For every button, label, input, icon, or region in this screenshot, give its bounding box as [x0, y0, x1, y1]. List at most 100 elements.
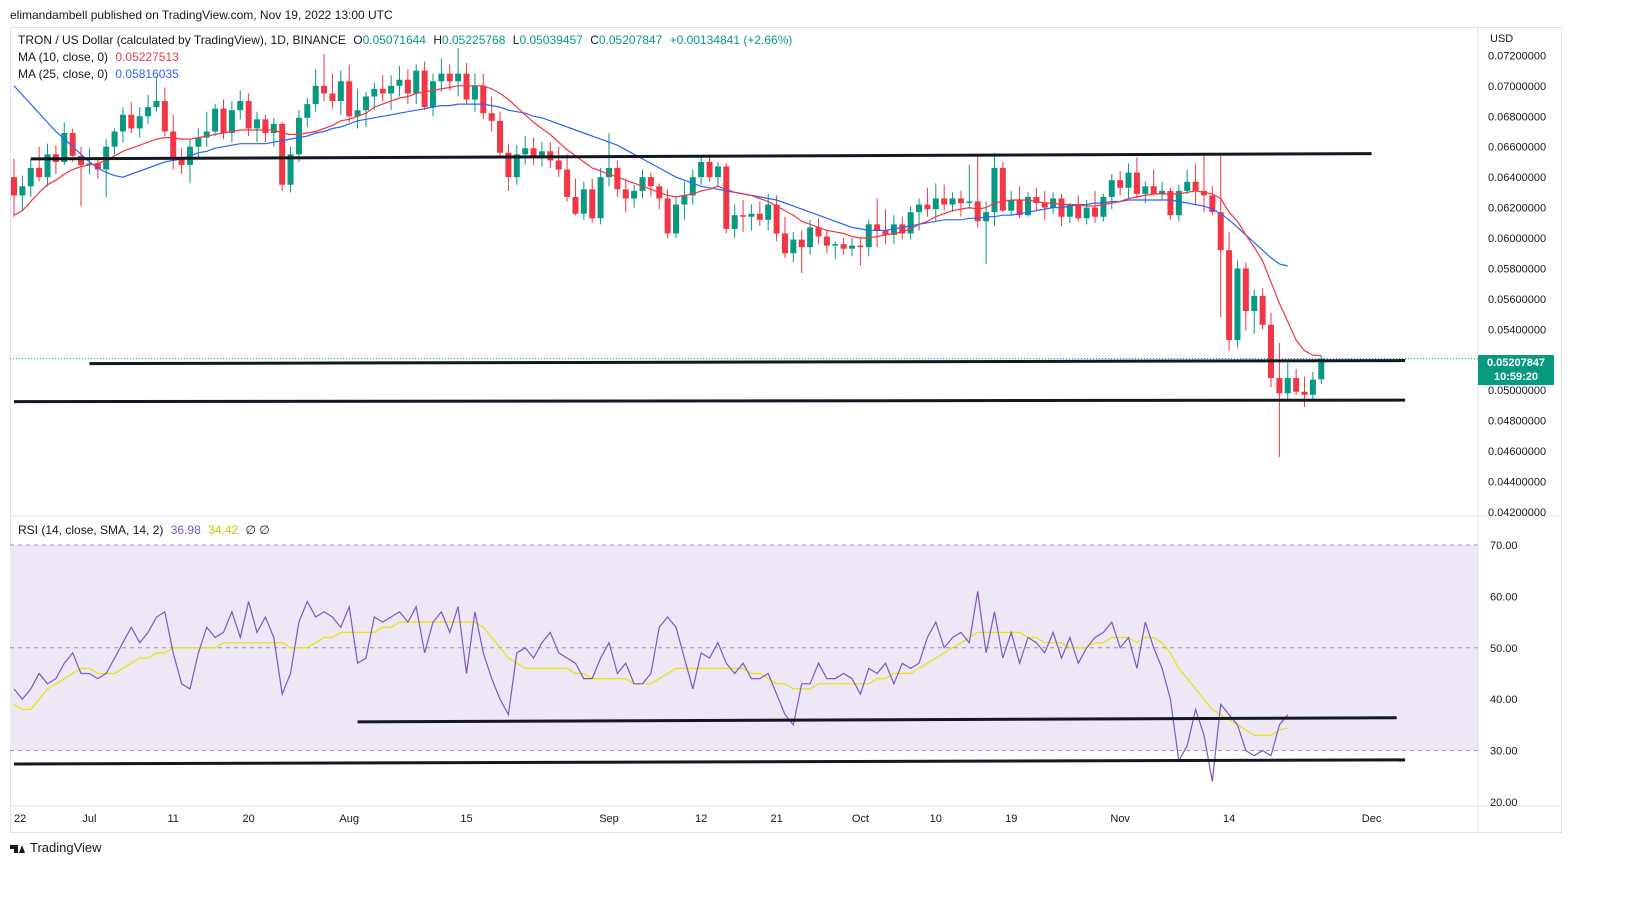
price-trendline: [13, 398, 1406, 404]
candle-body: [1234, 268, 1241, 341]
candle-body: [430, 81, 436, 108]
candle-body: [497, 120, 504, 153]
candle-body: [1293, 378, 1300, 392]
candle-body: [220, 108, 227, 134]
candle-body: [86, 163, 93, 165]
candle-body: [1041, 203, 1048, 208]
candle-body: [36, 168, 43, 178]
candle-body: [589, 189, 596, 219]
candle-body: [254, 119, 261, 129]
candle-body: [153, 101, 160, 108]
candle-body: [488, 113, 495, 121]
price-axis-tick-label: 0.04400000: [1488, 477, 1546, 489]
time-axis-tick-label: Aug: [339, 813, 359, 825]
candle-body: [999, 168, 1006, 211]
footer-brand[interactable]: TradingView: [10, 840, 102, 855]
candle-body: [329, 93, 336, 102]
candle-body: [899, 224, 906, 234]
candle-body: [1192, 181, 1199, 191]
candle-body: [471, 85, 478, 100]
candle-body: [572, 196, 579, 214]
candle-body: [1092, 207, 1099, 217]
rsi-pane: [13, 591, 1289, 782]
candle-body: [136, 116, 143, 129]
candle-body: [446, 73, 453, 82]
candle-body: [27, 168, 34, 187]
candle-body: [807, 227, 814, 248]
candle-body: [1175, 190, 1182, 216]
candle-body: [941, 198, 948, 205]
legend-symbol-row: TRON / US Dollar (calculated by TradingV…: [18, 33, 796, 47]
legend-rsi-sma-value: 34.42: [208, 523, 239, 537]
time-axis-tick-label: 20: [243, 813, 255, 825]
candle-body: [865, 224, 872, 248]
price-axis-tick-label: 0.04600000: [1488, 446, 1546, 458]
candle-body: [1318, 358, 1325, 380]
candle-body: [1142, 186, 1149, 194]
candle-body: [564, 169, 571, 197]
time-axis-tick-label: 11: [168, 813, 179, 825]
candle-body: [371, 88, 378, 97]
candle-body: [966, 201, 973, 204]
rsi-axis-tick-label: 70.00: [1490, 540, 1518, 552]
candle-body: [731, 215, 738, 229]
axis-layer: USD 0.07200000 0.07000000 0.06800000 0.06600…: [14, 33, 1546, 825]
candle-body: [932, 198, 939, 210]
price-trendline: [30, 152, 1372, 161]
candle-body: [991, 168, 998, 213]
rsi-line: [13, 591, 1289, 782]
time-axis-tick-label: 22: [14, 813, 26, 825]
time-axis-tick-label: 14: [1223, 813, 1235, 825]
candle-body: [295, 117, 302, 155]
candle-body: [346, 81, 353, 117]
rsi-axis-tick-label: 40.00: [1490, 694, 1518, 706]
candle-body: [1133, 172, 1140, 194]
candle-body: [354, 110, 361, 117]
legend-open-label: O: [353, 33, 363, 47]
candle-body: [413, 70, 420, 94]
candle-body: [597, 177, 604, 219]
candle-body: [522, 148, 529, 155]
candle-body: [145, 107, 152, 117]
legend-rsi-flags: ∅ ∅: [245, 523, 270, 537]
candle-body: [94, 163, 101, 170]
legend-change: +0.00134841 (+2.66%): [669, 33, 793, 47]
candle-body: [840, 244, 847, 249]
candle-body: [714, 166, 721, 178]
footer-brand-label: TradingView: [30, 840, 102, 855]
price-axis-tick-label: 0.05400000: [1488, 324, 1546, 336]
candle-body: [647, 177, 654, 187]
candle-body: [1226, 250, 1233, 341]
price-axis-tick-label: 0.05800000: [1488, 263, 1546, 275]
candle-body: [1024, 196, 1031, 216]
candle-body: [781, 233, 788, 254]
candle-body: [513, 154, 520, 178]
time-axis-tick-label: Jul: [82, 813, 96, 825]
tradingview-logo-icon: [10, 843, 25, 853]
candle-body: [11, 177, 17, 196]
rsi-trendline: [357, 716, 1397, 724]
candle-body: [631, 190, 638, 199]
price-axis-currency: USD: [1490, 33, 1513, 45]
candle-body: [538, 151, 545, 156]
candle-body: [949, 198, 956, 205]
candle-body: [69, 133, 76, 156]
publisher-line: elimandambell published on TradingView.c…: [10, 8, 393, 22]
price-pane: [11, 47, 1325, 458]
candle-body: [1309, 379, 1316, 395]
candle-body: [1284, 378, 1291, 394]
candle-body: [907, 212, 914, 234]
candle-body: [890, 224, 897, 235]
rsi-axis-tick-label: 20.00: [1490, 797, 1518, 809]
candle-body: [605, 168, 612, 178]
candle-body: [455, 73, 462, 82]
price-axis-tick-label: 0.06400000: [1488, 172, 1546, 184]
candle-body: [765, 204, 772, 220]
legend-rsi-value: 36.98: [170, 523, 201, 537]
legend-ma10-value: 0.05227513: [115, 50, 179, 64]
candle-body: [161, 101, 168, 132]
ma10-line: [13, 85, 1322, 357]
candle-body: [773, 204, 780, 234]
candle-body: [1217, 212, 1224, 251]
